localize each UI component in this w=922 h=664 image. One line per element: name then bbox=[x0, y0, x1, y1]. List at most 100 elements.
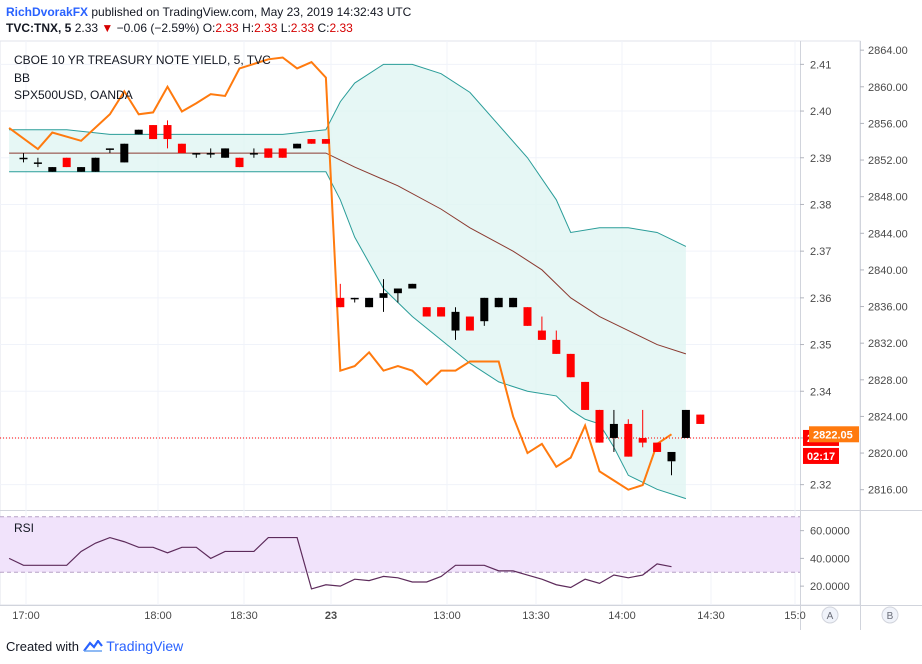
tnx-axis-label: 2.34 bbox=[810, 386, 831, 398]
candle bbox=[192, 153, 201, 158]
candle bbox=[451, 307, 460, 340]
countdown-tag: 02:17 bbox=[807, 451, 835, 463]
spx-axis-label: 2828.00 bbox=[868, 375, 908, 387]
candle-body bbox=[365, 297, 374, 308]
candle-body bbox=[62, 157, 71, 168]
candle-body bbox=[422, 307, 431, 317]
candle bbox=[653, 442, 662, 452]
candle-body bbox=[552, 339, 561, 354]
candle bbox=[681, 409, 690, 438]
price-chart[interactable]: 2.41 2.40 2.39 2.38 2.37 2.36 2.35 2.34 2.33 2.32… bbox=[0, 0, 922, 630]
author-link[interactable]: RichDvorakFX bbox=[6, 5, 89, 19]
candle bbox=[307, 139, 316, 144]
axis-button-circle bbox=[821, 606, 839, 624]
candle-body bbox=[408, 283, 417, 289]
spx-axis-label: 2856.00 bbox=[868, 118, 908, 130]
candle bbox=[278, 148, 287, 158]
change: −0.06 (−2.59%) bbox=[116, 21, 200, 35]
time-axis-label: 23 bbox=[325, 610, 337, 622]
tnx-axis-label: 2.38 bbox=[810, 199, 831, 211]
tradingview-brand[interactable]: TradingView bbox=[106, 638, 184, 654]
rsi-line bbox=[8, 536, 672, 590]
candle-body bbox=[206, 153, 215, 155]
countdown-tag-box bbox=[803, 447, 839, 464]
candle-body bbox=[681, 409, 690, 438]
candle bbox=[537, 316, 546, 340]
spx-axis-label: 2864.00 bbox=[868, 45, 908, 57]
candle-body bbox=[509, 297, 518, 308]
open-label: O: bbox=[202, 21, 216, 35]
spx-axis-label: 2820.00 bbox=[868, 448, 908, 460]
candle-body bbox=[379, 293, 388, 298]
candle-body bbox=[163, 125, 172, 140]
candle bbox=[264, 148, 273, 158]
candle-body bbox=[91, 157, 100, 172]
last-price: 2.33 bbox=[74, 21, 99, 35]
spx-axis-label: 2816.00 bbox=[868, 485, 908, 497]
created-with: Created with bbox=[6, 639, 79, 654]
spx-axis-label: 2832.00 bbox=[868, 338, 908, 350]
time-axis-label: 18:30 bbox=[230, 610, 258, 622]
candle bbox=[149, 125, 158, 140]
tnx-axis-label: 2.35 bbox=[810, 340, 831, 352]
candle-body bbox=[149, 125, 158, 140]
candle bbox=[206, 148, 215, 158]
rsi-band-fill bbox=[0, 516, 800, 573]
candle bbox=[624, 419, 633, 457]
low-label: L: bbox=[280, 21, 291, 35]
candle bbox=[91, 157, 100, 172]
candle bbox=[552, 330, 561, 354]
candle bbox=[62, 157, 71, 168]
candle-body bbox=[134, 129, 143, 135]
time-axis-label: 13:00 bbox=[433, 610, 461, 622]
symbol-info: TVC:TNX, 5 2.33 ▼ −0.06 (−2.59%) O:2.33 … bbox=[6, 21, 353, 35]
axis-button-label: A bbox=[827, 611, 834, 622]
tnx-axis-label: 2.32 bbox=[810, 480, 831, 492]
down-arrow-icon: ▼ bbox=[101, 21, 114, 35]
bb-basis-line bbox=[9, 152, 687, 355]
bb-upper-line bbox=[9, 63, 687, 247]
candle bbox=[293, 143, 302, 149]
high-value: 2.33 bbox=[254, 21, 278, 35]
candle bbox=[33, 157, 42, 168]
spx-axis-label: 2840.00 bbox=[868, 265, 908, 277]
axis-button-a[interactable]: A bbox=[821, 606, 839, 624]
candle bbox=[638, 409, 647, 448]
candle-body bbox=[120, 143, 129, 163]
spx-price-tag-box bbox=[809, 426, 859, 443]
spx500-line bbox=[8, 56, 673, 491]
candle-body bbox=[581, 381, 590, 410]
candle bbox=[465, 316, 474, 331]
spx-axis-label: 2824.00 bbox=[868, 411, 908, 423]
candle-body bbox=[321, 139, 330, 144]
time-axis-label: 14:00 bbox=[608, 610, 636, 622]
time-axis-label: 18:00 bbox=[144, 610, 172, 622]
axis-button-b[interactable]: B bbox=[881, 606, 899, 624]
close-value: 2.33 bbox=[329, 21, 353, 35]
candle-body bbox=[537, 330, 546, 340]
candle bbox=[408, 283, 417, 289]
candle-body bbox=[249, 153, 258, 155]
axis-button-circle bbox=[881, 606, 899, 624]
candle bbox=[177, 143, 186, 154]
legend-bb[interactable]: BB bbox=[14, 71, 31, 85]
tnx-axis-label: 2.40 bbox=[810, 106, 831, 118]
candle-body bbox=[465, 316, 474, 331]
candle-body bbox=[278, 148, 287, 158]
candle-body bbox=[696, 414, 705, 424]
legend-spx[interactable]: SPX500USD, OANDA bbox=[14, 88, 133, 102]
candle-body bbox=[451, 311, 460, 331]
candle-body bbox=[33, 162, 42, 164]
legend-main-series[interactable]: CBOE 10 YR TREASURY NOTE YIELD, 5, TVC bbox=[14, 53, 271, 67]
candle-body bbox=[192, 153, 201, 155]
candle bbox=[249, 148, 258, 158]
candle-body bbox=[609, 423, 618, 438]
candle bbox=[422, 307, 431, 317]
candle bbox=[566, 353, 575, 378]
candle-body bbox=[221, 148, 230, 158]
candle bbox=[667, 451, 676, 476]
legend-rsi[interactable]: RSI bbox=[14, 521, 35, 535]
open-value: 2.33 bbox=[215, 21, 239, 35]
candle bbox=[19, 153, 28, 163]
candle bbox=[609, 409, 618, 452]
